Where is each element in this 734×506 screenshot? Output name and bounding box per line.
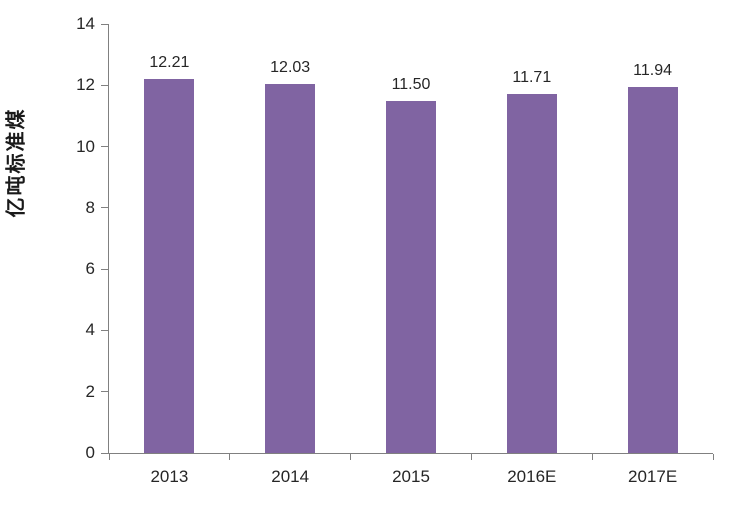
y-axis-tick-mark: [101, 23, 108, 25]
x-axis-tick-label: 2014: [271, 467, 310, 486]
x-axis-tick-label: 2017E: [628, 467, 678, 486]
bar-value-label: 12.03: [270, 59, 311, 77]
bar-value-label: 11.50: [391, 75, 431, 93]
y-axis-tick-label: 8: [85, 197, 95, 217]
bar-value-label: 11.71: [512, 69, 552, 87]
plot-area: 0 2 4 6 8 10 12 14 12.21 2013 12.03 2014 11.50 2015 11…: [76, 14, 714, 486]
y-axis-tick-label: 14: [76, 14, 95, 33]
x-axis-tick-mark: [470, 454, 472, 460]
y-axis-tick-label: 12: [76, 75, 95, 95]
bar-value-label: 11.94: [633, 62, 673, 80]
y-axis-tick-mark: [101, 391, 108, 393]
x-axis-tick-mark: [108, 454, 110, 460]
y-axis-tick-label: 4: [85, 320, 95, 340]
y-axis-tick-mark: [101, 268, 108, 270]
y-axis-title: 亿吨标准煤: [5, 107, 28, 218]
y-axis-tick-label: 2: [85, 381, 95, 401]
x-axis-tick-label: 2016E: [507, 467, 557, 486]
bar-value-label: 12.21: [149, 53, 190, 71]
bar: [144, 78, 195, 453]
x-axis-tick-mark: [350, 454, 352, 460]
y-axis-tick-mark: [101, 207, 108, 209]
y-axis-tick-mark: [101, 452, 108, 454]
y-axis-tick-label: 6: [85, 259, 95, 279]
x-axis-tick-label: 2015: [392, 467, 430, 486]
x-axis-tick-mark: [229, 454, 231, 460]
y-axis-tick-label: 10: [76, 136, 95, 156]
x-axis-tick-mark: [591, 454, 593, 460]
y-axis-tick-mark: [101, 329, 108, 331]
bar: [386, 100, 436, 453]
bar: [506, 94, 557, 453]
x-axis-tick-mark: [712, 454, 714, 460]
y-axis-tick-label: 0: [85, 443, 95, 462]
x-axis-tick-label: 2013: [150, 467, 189, 486]
y-axis-tick-mark: [101, 146, 108, 148]
bar: [627, 87, 678, 453]
y-axis-tick-mark: [101, 84, 108, 86]
bar: [265, 84, 316, 453]
